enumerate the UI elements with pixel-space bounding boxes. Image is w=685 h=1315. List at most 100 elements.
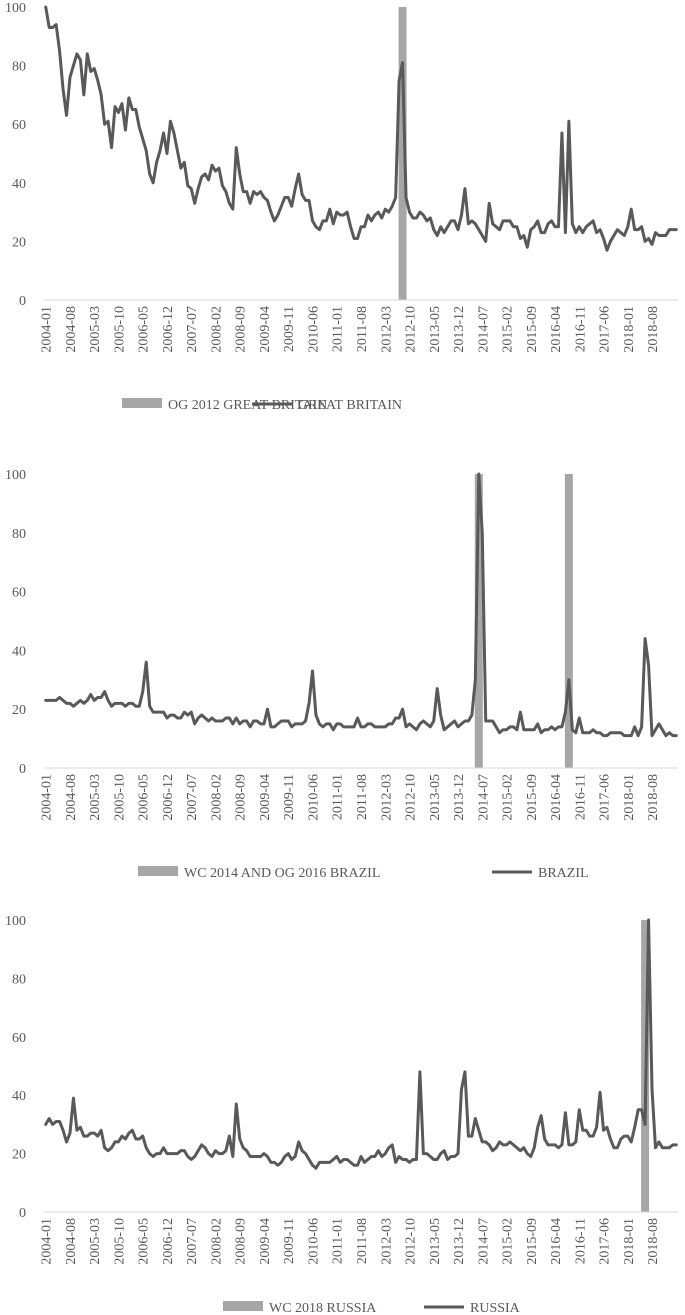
x-tick-label: 2016-04: [549, 774, 564, 821]
x-tick-label: 2007-07: [185, 774, 200, 821]
y-tick-label: 20: [12, 703, 26, 718]
y-tick-label: 60: [12, 1031, 26, 1046]
x-tick-label: 2005-10: [112, 306, 127, 353]
y-tick-label: 60: [12, 586, 26, 601]
legend: WC 2014 AND OG 2016 BRAZIL BRAZIL: [138, 866, 589, 881]
x-tick-label: 2005-03: [88, 1218, 103, 1265]
x-tick-label: 2005-10: [112, 1218, 127, 1265]
x-tick-label: 2016-11: [573, 306, 588, 352]
legend-label-event: OG 2012 GREAT BRITAIN: [168, 398, 327, 413]
x-tick-label: 2008-09: [234, 774, 249, 821]
x-tick-label: 2004-01: [40, 774, 55, 821]
event-bar: [564, 474, 573, 768]
x-tick-label: 2012-10: [404, 774, 419, 821]
x-tick-label: 2016-11: [573, 1218, 588, 1264]
legend-label-event: WC 2018 RUSSIA: [269, 1301, 377, 1315]
x-tick-label: 2009-04: [258, 1218, 273, 1265]
x-tick-label: 2006-12: [161, 306, 176, 353]
x-tick-label: 2011-01: [331, 306, 346, 352]
x-tick-label: 2009-11: [282, 306, 297, 352]
x-tick-label: 2009-04: [258, 306, 273, 353]
x-tick-label: 2011-08: [355, 774, 370, 820]
x-tick-label: 2014-07: [476, 1218, 491, 1265]
x-tick-label: 2009-11: [282, 774, 297, 820]
x-tick-label: 2010-06: [306, 1218, 321, 1265]
x-tick-label: 2008-02: [209, 774, 224, 821]
x-tick-label: 2009-11: [282, 1218, 297, 1264]
series-line: [44, 918, 678, 1170]
x-tick-label: 2011-08: [355, 1218, 370, 1264]
x-tick-label: 2010-06: [306, 774, 321, 821]
x-tick-label: 2004-08: [64, 1218, 79, 1265]
x-tick-label: 2015-09: [525, 306, 540, 353]
x-tick-label: 2013-05: [428, 1218, 443, 1265]
x-tick-label: 2006-05: [137, 774, 152, 821]
x-tick-label: 2012-10: [404, 1218, 419, 1265]
x-tick-label: 2013-12: [452, 306, 467, 353]
x-tick-label: 2018-01: [622, 774, 637, 821]
y-tick-label: 60: [12, 118, 26, 133]
legend-label-line: BRAZIL: [538, 866, 589, 881]
x-tick-label: 2008-02: [209, 306, 224, 353]
y-tick-label: 80: [12, 972, 26, 987]
x-tick-label: 2015-02: [501, 1218, 516, 1265]
x-tick-label: 2012-03: [379, 774, 394, 821]
legend-swatch-event: [223, 1301, 263, 1311]
x-tick-label: 2018-08: [646, 774, 661, 821]
x-tick-label: 2017-06: [598, 1218, 613, 1265]
x-tick-label: 2018-08: [646, 306, 661, 353]
x-tick-label: 2006-12: [161, 774, 176, 821]
x-tick-label: 2016-04: [549, 1218, 564, 1265]
x-tick-label: 2012-10: [404, 306, 419, 353]
x-tick-label: 2008-09: [234, 1218, 249, 1265]
x-tick-label: 2007-07: [185, 306, 200, 353]
x-tick-label: 2016-11: [573, 774, 588, 820]
x-tick-label: 2018-08: [646, 1218, 661, 1265]
legend: WC 2018 RUSSIA RUSSIA: [223, 1301, 521, 1315]
y-tick-label: 0: [19, 762, 26, 777]
x-tick-label: 2015-02: [501, 774, 516, 821]
x-tick-label: 2013-05: [428, 774, 443, 821]
x-tick-label: 2012-03: [379, 306, 394, 353]
x-tick-label: 2009-04: [258, 774, 273, 821]
y-tick-label: 0: [19, 294, 26, 309]
event-bar: [398, 7, 407, 300]
chart-1: 0 20 40 60 80 100 2004-01 2004-08 2005-03 2005-10…: [5, 1, 678, 413]
y-tick-label: 80: [12, 60, 26, 75]
y-tick-label: 40: [12, 1089, 26, 1104]
x-tick-label: 2004-01: [40, 1218, 55, 1265]
x-tick-label: 2013-12: [452, 1218, 467, 1265]
legend-swatch-event: [122, 398, 162, 408]
y-tick-label: 100: [5, 914, 26, 929]
x-tick-label: 2011-01: [331, 774, 346, 820]
x-tick-label: 2018-01: [622, 306, 637, 353]
legend-label-line: RUSSIA: [470, 1301, 521, 1315]
x-tick-label: 2006-05: [137, 1218, 152, 1265]
x-tick-label: 2007-07: [185, 1218, 200, 1265]
x-tick-label: 2008-02: [209, 1218, 224, 1265]
x-tick-label: 2004-01: [40, 306, 55, 353]
x-tick-label: 2015-02: [501, 306, 516, 353]
y-tick-label: 100: [5, 468, 26, 483]
x-tick-label: 2015-09: [525, 774, 540, 821]
x-tick-label: 2005-10: [112, 774, 127, 821]
chart-2: 0 20 40 60 80 100 2004-01 2004-08 2005-03 2005-10…: [5, 468, 678, 881]
x-tick-label: 2010-06: [306, 306, 321, 353]
x-tick-label: 2016-04: [549, 306, 564, 353]
x-tick-label: 2004-08: [64, 774, 79, 821]
x-tick-label: 2011-08: [355, 306, 370, 352]
event-bar: [474, 474, 483, 768]
x-tick-label: 2005-03: [88, 774, 103, 821]
series-line: [44, 5, 678, 252]
y-tick-label: 40: [12, 644, 26, 659]
y-tick-label: 80: [12, 527, 26, 542]
legend-label-line: GREAT BRITAIN: [298, 398, 402, 413]
y-tick-label: 20: [12, 1148, 26, 1163]
x-tick-label: 2011-01: [331, 1218, 346, 1264]
series-line: [44, 472, 678, 738]
x-tick-label: 2017-06: [598, 774, 613, 821]
x-tick-label: 2018-01: [622, 1218, 637, 1265]
x-tick-label: 2015-09: [525, 1218, 540, 1265]
